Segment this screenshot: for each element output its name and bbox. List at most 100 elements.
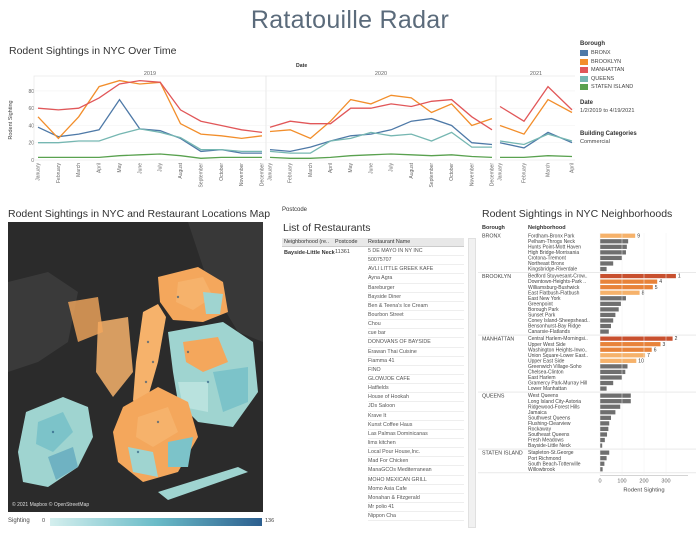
table-row[interactable]: Bourbon Street [368, 311, 464, 321]
neighborhood-bar[interactable] [600, 404, 621, 409]
neighborhood-bar[interactable] [600, 399, 631, 404]
table-row[interactable]: Hatfields [368, 384, 464, 394]
table-row[interactable]: Mr polio 41 [368, 503, 464, 513]
legend-item-queens[interactable]: QUEENS [580, 75, 695, 84]
neighborhood-bar[interactable] [600, 296, 626, 301]
series-line-manhattan[interactable] [499, 85, 573, 123]
neighborhood-bar[interactable] [600, 432, 608, 437]
neighborhood-bar[interactable] [600, 336, 673, 341]
neighborhood-bar[interactable] [600, 426, 609, 432]
neighborhood-bar[interactable] [600, 318, 614, 323]
table-row[interactable]: 50075707 [368, 256, 464, 266]
col-postcode[interactable]: Postcode [335, 239, 358, 245]
neighborhood-bar[interactable] [600, 467, 603, 472]
series-line-manhattan[interactable] [37, 79, 263, 134]
table-row[interactable]: MOHO MEXICAN GRILL [368, 476, 464, 485]
neighborhood-bar[interactable] [600, 415, 611, 420]
table-row[interactable]: ManaGCOs Mediterranean [368, 466, 464, 476]
map-attribution[interactable]: © 2021 Mapbox © OpenStreetMap [12, 502, 90, 508]
neighborhood-bar[interactable] [600, 386, 607, 391]
neighborhood-bar[interactable] [600, 266, 607, 272]
table-row[interactable]: GLOWJOE CAFE [368, 375, 464, 385]
neighborhood-bar[interactable] [600, 456, 607, 461]
neighborhood-bar[interactable] [600, 369, 626, 375]
building-filter-value[interactable]: Commercial [580, 139, 610, 145]
table-row[interactable]: lims kitchen [368, 439, 464, 449]
neighborhood-bar[interactable] [600, 312, 616, 318]
col-restaurant-name[interactable]: Restaurant Name [368, 239, 411, 245]
neighborhood-bar[interactable] [600, 358, 637, 363]
neighborhood-bar[interactable] [600, 261, 614, 266]
legend-item-staten-island[interactable]: STATEN ISLAND [580, 83, 695, 92]
neighborhood-bar[interactable] [600, 380, 614, 386]
series-line-queens[interactable] [269, 131, 492, 154]
postcode-filter-label[interactable]: Postcode [282, 207, 308, 213]
table-row[interactable]: Krave It [368, 412, 464, 421]
neighborhood-bar[interactable] [600, 285, 653, 290]
series-line-brooklyn[interactable] [499, 98, 573, 135]
restaurant-table[interactable]: Neighborhood (re.. Postcode Restaurant N… [282, 238, 464, 528]
neighborhood-bar[interactable] [600, 421, 610, 426]
neighborhood-bar[interactable] [600, 375, 622, 380]
neighborhood-bar[interactable] [600, 273, 676, 279]
table-row[interactable]: House of Hookah [368, 393, 464, 403]
neighborhood-bar[interactable] [600, 255, 622, 261]
neighborhood-bar[interactable] [600, 353, 646, 358]
table-row[interactable]: Nippon Cha [368, 512, 464, 522]
table-row[interactable]: Monahan & Fitzgerald [368, 494, 464, 503]
neighborhood-bar[interactable] [600, 323, 611, 329]
table-row[interactable]: AVLI LITTLE GREEK KAFE [368, 265, 464, 275]
table-row[interactable]: Las Palmas Dominicanas [368, 430, 464, 439]
neighborhood-bar[interactable] [600, 250, 626, 255]
building-filter[interactable]: Building Categories Commercial [580, 131, 695, 145]
legend-item-brooklyn[interactable]: BROOKLYN [580, 58, 695, 67]
series-line-staten-island[interactable] [38, 153, 262, 159]
date-filter-value[interactable]: 1/2/2019 to 4/19/2021 [580, 108, 635, 114]
neighborhood-bar[interactable] [600, 364, 628, 369]
neighborhood-bar[interactable] [600, 244, 627, 249]
series-line-staten-island[interactable] [269, 153, 493, 159]
table-row[interactable]: FINO [368, 366, 464, 375]
series-line-queens[interactable] [38, 128, 262, 153]
table-row[interactable]: cue bar [368, 329, 464, 339]
table-row[interactable]: Bareburger [368, 284, 464, 293]
neighborhood-bar[interactable] [600, 410, 616, 415]
series-line-bronx[interactable] [499, 131, 573, 149]
neighborhood-bar[interactable] [600, 443, 603, 448]
series-line-manhattan[interactable] [269, 98, 493, 131]
neighborhood-bar[interactable] [600, 347, 652, 352]
neighborhood-bar[interactable] [600, 239, 629, 244]
series-line-brooklyn[interactable] [37, 79, 263, 140]
legend-item-manhattan[interactable]: MANHATTAN [580, 66, 695, 75]
table-row[interactable]: Erawan Thai Cuisine [368, 348, 464, 357]
table-row[interactable]: Kunst Coffee Haus [368, 421, 464, 430]
table-row[interactable]: Mad For Chicken [368, 457, 464, 467]
table-row[interactable]: Ayna Agra [368, 274, 464, 284]
table-row[interactable]: JDs Saloon [368, 402, 464, 412]
line-chart[interactable]: Rodent Sighting 0 20 40 60 80 2019 January Febru… [0, 68, 575, 198]
neighborhood-bar[interactable] [600, 301, 621, 306]
table-row[interactable]: 5 DE MAYO IN NY INC [368, 247, 464, 257]
series-line-brooklyn[interactable] [269, 94, 493, 140]
neighborhood-bar[interactable] [600, 461, 605, 466]
table-row[interactable]: Fiamma 41 [368, 357, 464, 366]
neighborhood-bar[interactable] [600, 233, 636, 238]
neighborhood-bar[interactable] [600, 290, 640, 295]
col-neighborhood[interactable]: Neighborhood (re.. [284, 239, 329, 245]
series-line-bronx[interactable] [269, 117, 493, 153]
neighborhood-bar[interactable] [600, 393, 631, 398]
table-row[interactable]: DONOVANS OF BAYSIDE [368, 338, 464, 348]
table-row[interactable]: Local Pour House,Inc. [368, 448, 464, 458]
neighborhood-bar[interactable] [600, 437, 605, 443]
neighborhood-bar[interactable] [600, 450, 610, 455]
legend-item-bronx[interactable]: BRONX [580, 49, 695, 58]
series-line-staten-island[interactable] [500, 155, 573, 159]
table-scrollbar[interactable] [468, 238, 476, 528]
neighborhood-bar[interactable] [600, 329, 609, 334]
table-row[interactable]: Bayside Diner [368, 293, 464, 302]
table-row[interactable]: Momo Asia Cafe [368, 485, 464, 494]
series-line-queens[interactable] [499, 133, 573, 146]
nyc-map[interactable]: © 2021 Mapbox © OpenStreetMap [8, 222, 263, 512]
neighborhood-bar-chart[interactable]: BRONX Fordham-Bronx Park 9 Pelham-Throgs Ne… [478, 231, 700, 534]
date-filter[interactable]: Date 1/2/2019 to 4/19/2021 [580, 100, 695, 114]
